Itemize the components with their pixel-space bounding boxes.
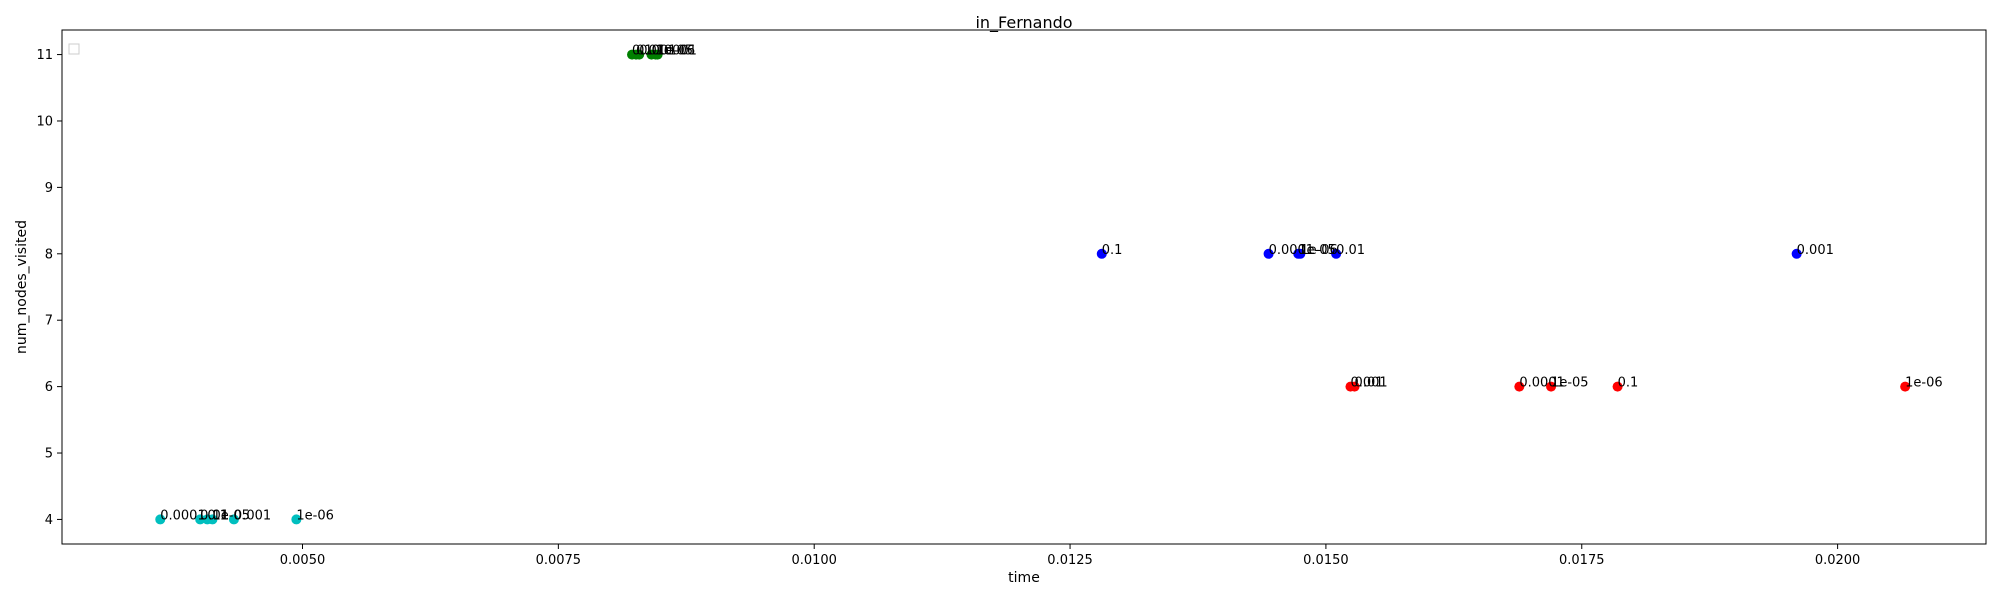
- point-label: 1e-06: [658, 44, 696, 59]
- data-point: [207, 514, 218, 525]
- x-tick-label: 0.0075: [536, 553, 582, 568]
- data-point: [291, 514, 302, 525]
- x-tick-label: 0.0100: [791, 553, 837, 568]
- x-tick-label: 0.0150: [1303, 553, 1349, 568]
- chart-title: in_Fernando: [975, 13, 1072, 33]
- y-tick-label: 7: [45, 314, 53, 329]
- x-tick-label: 0.0050: [280, 553, 326, 568]
- data-point: [1546, 381, 1557, 392]
- data-point: [228, 514, 239, 525]
- data-point: [1263, 248, 1274, 259]
- y-tick-label: 10: [36, 114, 53, 129]
- point-label: 0.0001: [651, 44, 697, 59]
- point-label: 1e-05: [656, 44, 694, 59]
- y-tick-label: 11: [36, 48, 53, 63]
- point-label: 0.01: [1336, 243, 1365, 258]
- point-label: 1e-06: [1300, 243, 1338, 258]
- point-label: 0.1: [207, 508, 228, 523]
- data-point: [1514, 381, 1525, 392]
- x-axis-label: time: [1008, 570, 1040, 586]
- point-label: 0.001: [234, 508, 271, 523]
- plot-area-frame: [61, 29, 1987, 545]
- point-label: 0.0001: [160, 508, 206, 523]
- point-label: 0.01: [200, 508, 229, 523]
- x-tick-label: 0.0175: [1559, 553, 1605, 568]
- point-label: 0.1: [1102, 243, 1123, 258]
- data-point: [195, 514, 206, 525]
- data-point: [1331, 248, 1342, 259]
- data-point: [1900, 381, 1911, 392]
- y-tick-label: 9: [45, 181, 53, 196]
- data-point: [155, 514, 166, 525]
- y-tick-label: 5: [45, 447, 53, 462]
- point-label: 1e-06: [1905, 376, 1943, 391]
- data-point: [634, 49, 645, 60]
- legend-box: [68, 43, 80, 55]
- y-tick-label: 6: [45, 380, 53, 395]
- data-point: [1791, 248, 1802, 259]
- point-label: 0.1: [632, 44, 653, 59]
- point-label: 1e-05: [212, 508, 250, 523]
- point-label: 1e-05: [1298, 243, 1336, 258]
- y-tick-label: 4: [45, 513, 53, 528]
- data-point: [1612, 381, 1623, 392]
- data-point: [652, 49, 663, 60]
- point-label: 0.1: [1618, 376, 1639, 391]
- point-label: 0.001: [1350, 376, 1387, 391]
- x-tick-label: 0.0200: [1815, 553, 1861, 568]
- y-axis-label: num_nodes_visited: [14, 220, 30, 354]
- point-label: 0.01: [636, 44, 665, 59]
- point-label: 1e-05: [1551, 376, 1589, 391]
- data-point: [1295, 248, 1306, 259]
- point-label: 0.0001: [1269, 243, 1315, 258]
- point-label: 0.001: [1797, 243, 1834, 258]
- x-tick-label: 0.0125: [1047, 553, 1093, 568]
- ticks-layer: 0.0050 0.0075 0.0100 0.0125 0.0150 0.0175 0.02…: [36, 48, 1860, 568]
- data-point: [1349, 381, 1360, 392]
- point-label: 0.001: [639, 44, 676, 59]
- point-label: 0.01: [1355, 376, 1384, 391]
- data-point: [1096, 248, 1107, 259]
- point-label: 1e-06: [296, 508, 334, 523]
- y-tick-label: 8: [45, 247, 53, 262]
- point-label: 0.0001: [1519, 376, 1565, 391]
